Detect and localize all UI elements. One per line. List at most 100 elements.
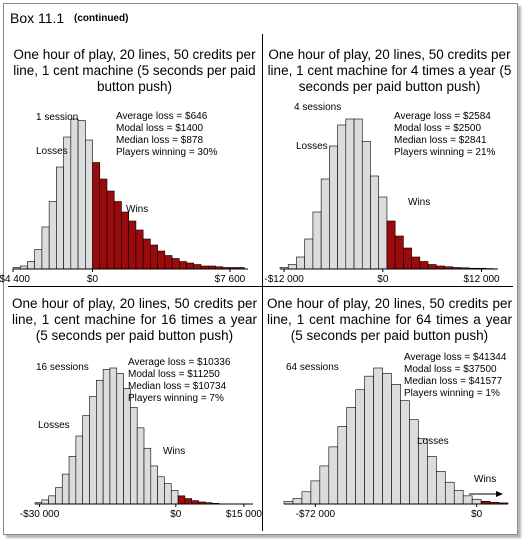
stat-line: Median loss = $2841: [394, 135, 487, 146]
histogram-bar: [27, 261, 35, 270]
histogram-bar: [373, 367, 383, 505]
histogram-bar: [391, 384, 401, 505]
x-tick-label: $12 000: [463, 274, 500, 285]
histogram-bar: [177, 495, 186, 505]
wins-label: Wins: [474, 474, 496, 485]
wins-label: Wins: [126, 204, 148, 215]
stat-line: Average loss = $10336: [128, 357, 231, 368]
histogram-bar: [102, 369, 111, 505]
histogram-bar: [113, 201, 122, 270]
x-tick-label: -$30 000: [20, 509, 60, 520]
histogram-bar: [296, 256, 305, 270]
histogram-bar: [329, 145, 338, 270]
histogram-bar: [109, 367, 118, 505]
panel-2-title: One hour of play, 20 lines, 50 credits p…: [267, 47, 512, 94]
histogram-bar: [394, 235, 404, 270]
histogram-bar: [355, 389, 365, 505]
histogram-1-session: -$4 400 $0 $7 600 1 session Average loss = $…: [0, 111, 248, 285]
histogram-bar: [128, 220, 137, 270]
x-tick-label: $0: [170, 509, 182, 520]
histogram-bar: [77, 120, 86, 270]
histogram-bar: [312, 211, 322, 270]
histogram-bar: [75, 435, 83, 505]
stat-line: Median loss = $878: [116, 135, 203, 146]
x-tick-label: -$4 400: [0, 274, 30, 285]
histogram-bar: [444, 481, 455, 505]
histogram-bar: [48, 201, 57, 270]
x-tick-label: $0: [471, 509, 483, 520]
histogram-bar: [462, 495, 473, 505]
stat-line: Modal loss = $11250: [128, 369, 220, 380]
histogram-bar: [164, 483, 172, 505]
histogram-bar: [130, 407, 138, 505]
histogram-bar: [427, 264, 437, 270]
horizontal-divider: [8, 286, 513, 287]
stat-line: Players winning = 1%: [404, 388, 500, 399]
histogram-bar: [370, 175, 380, 270]
histogram-bar: [382, 373, 392, 505]
stat-line: Median loss = $41577: [404, 376, 503, 387]
histogram-bar: [157, 476, 165, 505]
histogram-bar: [68, 456, 77, 505]
histogram-bar: [319, 465, 330, 505]
histogram-bar: [337, 124, 347, 270]
histogram-bar: [34, 249, 43, 270]
histogram-bar: [92, 162, 101, 270]
box-title: Box 11.1: [10, 10, 65, 26]
histogram-16-sessions: -$30 000 $0 $15 000 16 sessions Average loss…: [20, 357, 263, 520]
histogram-bar: [82, 415, 90, 505]
sessions-label: 1 session: [36, 112, 78, 123]
histogram-bar: [85, 139, 93, 270]
stat-line: Players winning = 21%: [394, 147, 496, 158]
stat-line: Players winning = 30%: [116, 147, 218, 158]
histogram-bar: [96, 379, 104, 505]
histogram-bar: [70, 118, 79, 270]
histogram-bar: [301, 491, 312, 505]
stat-line: Average loss = $2584: [394, 111, 491, 122]
histogram-bar: [157, 250, 166, 270]
histogram-bar: [171, 258, 180, 270]
histogram-bar: [436, 471, 446, 505]
histogram-bar: [193, 264, 202, 270]
x-tick-label: $7 600: [215, 274, 246, 285]
histogram-bar: [56, 166, 64, 270]
histogram-bar: [320, 178, 330, 270]
histogram-bar: [150, 244, 158, 270]
stat-line: Players winning = 7%: [128, 393, 224, 404]
x-tick-label: $15 000: [226, 509, 263, 520]
histogram-4-sessions: -$12 000 $0 $12 000 4 sessions Average loss …: [264, 102, 500, 285]
histogram-bar: [411, 256, 421, 270]
histogram-bar: [106, 190, 115, 270]
wins-arrowhead: [496, 491, 503, 497]
box-subtitle: (continued): [74, 13, 129, 24]
stat-line: Average loss = $41344: [404, 352, 507, 363]
stat-line: Modal loss = $2500: [394, 123, 481, 134]
histogram-bar: [471, 498, 482, 505]
histogram-bar: [304, 238, 314, 270]
histogram-bar: [150, 465, 158, 505]
histogram-bar: [364, 375, 374, 505]
histogram-bar: [328, 446, 339, 505]
panel-3-title: One hour of play, 20 lines, 50 credits p…: [12, 296, 257, 343]
stat-line: Median loss = $10734: [128, 381, 227, 392]
x-tick-label: $0: [87, 274, 99, 285]
histogram-64-sessions: -$72 000 $0 64 sessions Average loss = $413…: [283, 352, 509, 520]
histogram-bar: [48, 495, 56, 505]
losses-label: Losses: [296, 141, 328, 152]
sessions-label: 16 sessions: [36, 362, 89, 373]
x-tick-label: -$12 000: [264, 274, 304, 285]
histogram-bar: [400, 400, 410, 505]
stat-line: Modal loss = $37500: [404, 364, 497, 375]
histogram-bar: [135, 229, 144, 270]
histogram-bar: [427, 456, 437, 505]
histogram-bar: [346, 407, 356, 505]
figure-frame: Box 11.1 (continued) One hour of play, 2…: [0, 3, 518, 535]
histogram-bar: [418, 438, 428, 505]
histogram-bar: [89, 396, 97, 505]
wins-label: Wins: [408, 197, 430, 208]
histogram-bar: [179, 261, 187, 270]
panel-4-title: One hour of play, 20 lines, 50 credits p…: [267, 296, 512, 343]
histogram-bar: [184, 498, 192, 505]
histogram-bar: [310, 480, 321, 505]
histogram-bar: [386, 220, 396, 270]
